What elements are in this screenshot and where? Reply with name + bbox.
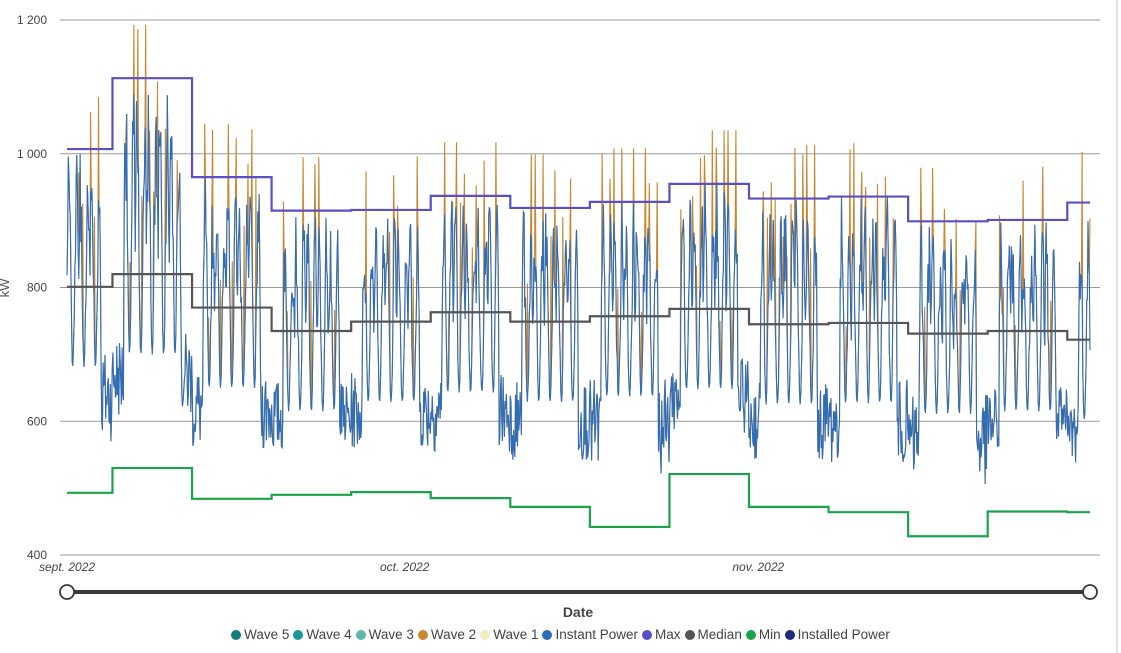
legend-item[interactable]: Installed Power bbox=[784, 627, 890, 642]
x-tick-label: oct. 2022 bbox=[380, 560, 430, 574]
legend-label: Installed Power bbox=[797, 627, 890, 642]
step-series bbox=[67, 77, 1090, 538]
legend-label: Wave 3 bbox=[368, 627, 414, 642]
legend-item[interactable]: Max bbox=[642, 627, 681, 642]
y-axis-ticks: 400 600 800 1 000 1 200 bbox=[17, 13, 47, 562]
legend-label: Wave 4 bbox=[306, 627, 352, 642]
y-axis-title: kW bbox=[0, 278, 12, 298]
x-tick-label: nov. 2022 bbox=[732, 560, 784, 574]
legend-marker-icon bbox=[293, 629, 304, 640]
legend-label: Min bbox=[758, 627, 781, 642]
legend-item[interactable]: Instant Power bbox=[542, 627, 638, 642]
x-axis-title: Date bbox=[563, 604, 594, 620]
y-tick-label: 1 200 bbox=[17, 13, 47, 27]
y-tick-label: 600 bbox=[27, 414, 47, 428]
y-tick-label: 400 bbox=[27, 548, 47, 562]
legend-label: Wave 5 bbox=[244, 627, 290, 642]
legend-marker-icon bbox=[355, 629, 366, 640]
y-tick-label: 800 bbox=[27, 281, 47, 295]
legend-item[interactable]: Wave 5 bbox=[231, 627, 289, 642]
legend-item[interactable]: Wave 3 bbox=[355, 627, 414, 642]
gridlines bbox=[60, 19, 1100, 556]
legend-marker-icon bbox=[684, 629, 695, 640]
series-min bbox=[67, 466, 1090, 538]
legend-label: Median bbox=[697, 627, 742, 642]
legend-marker-icon bbox=[642, 629, 653, 640]
legend-item[interactable]: Median bbox=[684, 627, 742, 642]
x-axis-ticks: sept. 2022 oct. 2022 nov. 2022 bbox=[39, 560, 785, 574]
legend-item[interactable]: Wave 2 bbox=[417, 627, 477, 642]
legend-item[interactable]: Wave 4 bbox=[293, 627, 352, 642]
slider-end-handle[interactable] bbox=[1082, 584, 1098, 600]
legend-marker-icon bbox=[542, 629, 553, 640]
legend-marker-icon bbox=[417, 629, 428, 640]
legend-marker-icon bbox=[480, 629, 491, 640]
legend-marker-icon bbox=[231, 629, 242, 640]
legend-label: Instant Power bbox=[555, 627, 639, 642]
legend-label: Wave 1 bbox=[493, 627, 539, 642]
series-max bbox=[67, 77, 1090, 223]
slider-start-handle[interactable] bbox=[59, 584, 75, 600]
dense-series bbox=[66, 24, 1091, 485]
x-tick-label: sept. 2022 bbox=[39, 560, 95, 574]
legend-item[interactable]: Min bbox=[745, 627, 781, 642]
legend: Wave 5 Wave 4 Wave 3 Wave 2 Wave 1 Instant Po… bbox=[0, 627, 1121, 643]
legend-label: Wave 2 bbox=[430, 627, 477, 642]
panel-divider bbox=[1116, 0, 1118, 653]
legend-marker-icon bbox=[745, 629, 756, 640]
date-range-slider[interactable] bbox=[59, 584, 1098, 600]
legend-label: Max bbox=[655, 627, 681, 642]
series-instant-power bbox=[66, 94, 1091, 485]
series-median bbox=[67, 273, 1090, 341]
legend-marker-icon bbox=[784, 629, 795, 640]
legend-item[interactable]: Wave 1 bbox=[480, 627, 538, 642]
y-tick-label: 1 000 bbox=[17, 147, 47, 161]
